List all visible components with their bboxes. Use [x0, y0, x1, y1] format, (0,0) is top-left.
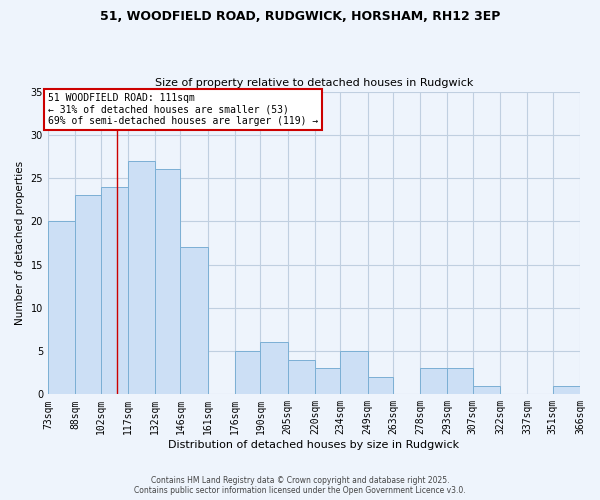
Bar [340, 351, 368, 395]
Bar [473, 386, 500, 394]
Text: 51 WOODFIELD ROAD: 111sqm
← 31% of detached houses are smaller (53)
69% of semi-: 51 WOODFIELD ROAD: 111sqm ← 31% of detac… [48, 94, 318, 126]
X-axis label: Distribution of detached houses by size in Rudgwick: Distribution of detached houses by size … [169, 440, 460, 450]
Bar [287, 360, 315, 394]
Bar [448, 368, 473, 394]
Text: Contains HM Land Registry data © Crown copyright and database right 2025.
Contai: Contains HM Land Registry data © Crown c… [134, 476, 466, 495]
Bar [260, 342, 287, 394]
Bar [553, 386, 580, 394]
Text: 51, WOODFIELD ROAD, RUDGWICK, HORSHAM, RH12 3EP: 51, WOODFIELD ROAD, RUDGWICK, HORSHAM, R… [100, 10, 500, 23]
Bar [128, 161, 155, 394]
Bar [48, 222, 75, 394]
Bar [235, 351, 260, 395]
Bar [368, 377, 393, 394]
Bar [315, 368, 340, 394]
Bar [75, 196, 101, 394]
Title: Size of property relative to detached houses in Rudgwick: Size of property relative to detached ho… [155, 78, 473, 88]
Bar [420, 368, 448, 394]
Bar [155, 170, 181, 394]
Y-axis label: Number of detached properties: Number of detached properties [15, 161, 25, 325]
Bar [101, 186, 128, 394]
Bar [181, 248, 208, 394]
